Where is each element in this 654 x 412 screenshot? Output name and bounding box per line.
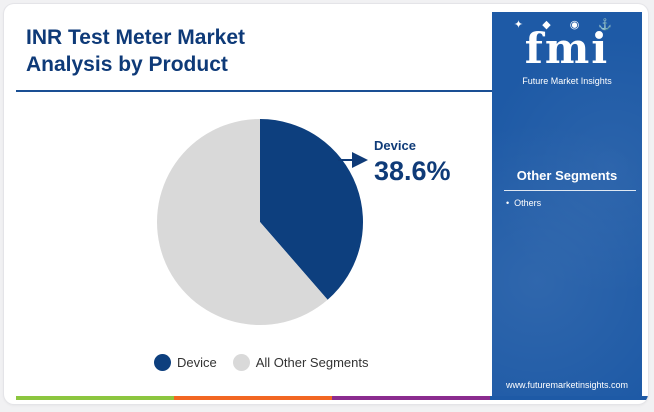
- segment-label: Others: [514, 198, 542, 208]
- legend-item-device: Device: [154, 353, 217, 371]
- sidebar-panel: ✦ ◆ ◉ ⚓ fmi Future Market Insights Other…: [492, 12, 642, 396]
- other-segments-heading: Other Segments: [516, 168, 618, 183]
- fmi-logo: fmi: [524, 24, 610, 73]
- legend-item-others: All Other Segments: [232, 353, 369, 371]
- logo-icons: ✦ ◆ ◉ ⚓: [513, 19, 621, 31]
- legend-label-others: All Other Segments: [255, 354, 369, 370]
- legend-swatch-others: [232, 353, 250, 371]
- pie-slice-all-other-segments: [157, 119, 328, 325]
- title-line-1: INR Test Meter Market: [26, 26, 246, 49]
- infographic-card: INR Test Meter Market Analysis by Produc…: [4, 4, 648, 404]
- logo-tagline: Future Market Insights: [522, 76, 612, 86]
- bottom-color-stripe: [16, 396, 648, 400]
- segment-list-item: • Others: [506, 198, 542, 208]
- title-line-2: Analysis by Product: [26, 53, 228, 76]
- segments-divider: [504, 190, 636, 191]
- legend-swatch-device: [154, 353, 171, 371]
- title-divider: [16, 90, 494, 92]
- chart-legend: Device All Other Segments: [154, 350, 368, 374]
- legend-label-device: Device: [177, 354, 217, 370]
- page-title: INR Test Meter Market Analysis by Produc…: [26, 24, 386, 78]
- stripe-orange: [174, 396, 332, 400]
- pie-slices: [157, 119, 363, 325]
- website-link[interactable]: www.futuremarketinsights.com: [505, 380, 629, 390]
- stripe-purple: [332, 396, 490, 400]
- stripe-green: [16, 396, 174, 400]
- pie-chart: [157, 119, 368, 325]
- pie-slice-device: [260, 119, 363, 300]
- callout-label: Device: [374, 138, 416, 153]
- stripe-blue: [490, 396, 648, 400]
- callout-value: 38.6%: [374, 156, 451, 186]
